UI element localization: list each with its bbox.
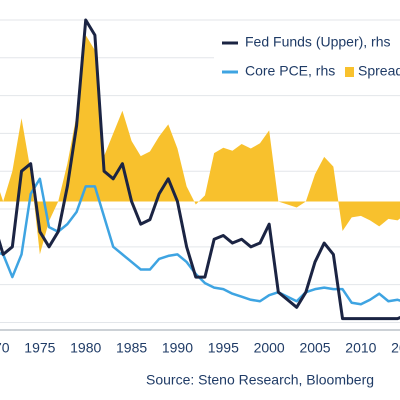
x-tick-label: 1995 [208,340,239,356]
plot [0,18,400,321]
x-tick-label: 2010 [345,340,376,356]
source: Source: Steno Research, Bloomberg [146,372,374,388]
x-tick-label: 1970 [0,340,10,356]
x-tick-label: 2000 [254,340,285,356]
legend-background [214,28,400,88]
legend-label: Fed Funds (Upper), rhs [245,34,391,50]
x-tick-label: 1975 [24,340,55,356]
legend-label: Core PCE, rhs [245,63,335,79]
legend: Fed Funds (Upper), rhs Core PCE, rhs Sprea… [214,28,400,88]
x-tick-label: 2005 [299,340,330,356]
x-tick-label: 1990 [162,340,193,356]
legend-swatch [345,67,354,77]
x-tick-label: 1980 [70,340,101,356]
legend-label: Spread [358,63,400,79]
x-tick-label: 2015 [391,340,400,356]
series-line [0,177,400,306]
x-tick-label: 1985 [116,340,147,356]
series-line [0,18,400,321]
